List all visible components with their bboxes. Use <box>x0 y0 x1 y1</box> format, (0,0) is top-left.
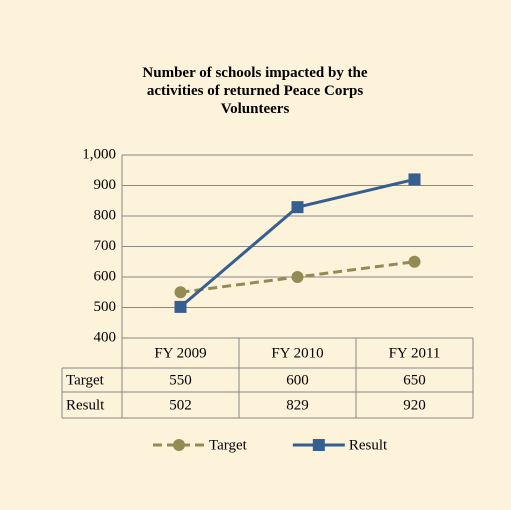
marker <box>174 286 187 299</box>
table-row-label: Result <box>66 397 105 413</box>
chart-title: Number of schools impacted by the activi… <box>142 65 368 117</box>
x-tick-label: FY 2009 <box>154 345 206 361</box>
table-row-label: Target <box>66 372 105 388</box>
x-tick-label: FY 2010 <box>271 345 323 361</box>
table-cell: 600 <box>286 372 309 388</box>
legend-label: Target <box>209 437 248 453</box>
marker <box>291 201 304 214</box>
y-tick-label: 1,000 <box>82 146 116 162</box>
marker <box>408 173 421 186</box>
legend-marker <box>173 439 185 451</box>
table-cell: 829 <box>286 397 309 413</box>
y-tick-label: 600 <box>94 268 117 284</box>
y-tick-label: 800 <box>94 207 117 223</box>
marker <box>174 300 187 313</box>
table-cell: 650 <box>403 372 426 388</box>
y-tick-label: 700 <box>94 238 117 254</box>
table-cell: 550 <box>169 372 192 388</box>
legend-label: Result <box>349 437 388 453</box>
y-tick-label: 400 <box>94 329 117 345</box>
table-cell: 502 <box>169 397 192 413</box>
legend-marker <box>312 439 325 451</box>
marker <box>291 271 304 283</box>
y-tick-label: 900 <box>94 177 117 193</box>
table-cell: 920 <box>403 397 426 413</box>
x-tick-label: FY 2011 <box>389 345 441 361</box>
marker <box>408 255 421 268</box>
y-tick-label: 500 <box>94 299 117 315</box>
